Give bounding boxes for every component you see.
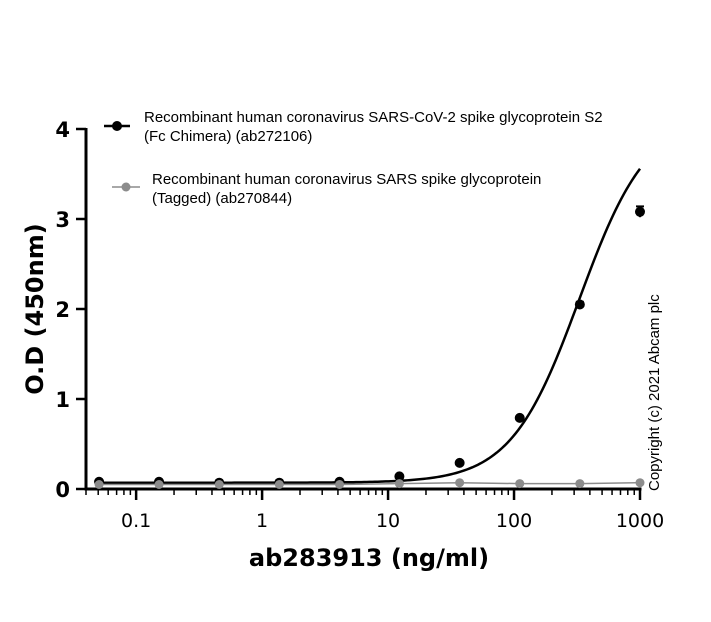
series-2-line (99, 481, 641, 486)
legend-label-line2: (Tagged) (ab270844) (152, 190, 292, 207)
legend-label: Recombinant human coronavirus SARS spike… (152, 171, 541, 188)
y-tick-label: 4 (55, 118, 70, 142)
series-1-line (99, 168, 642, 484)
data-point (454, 457, 465, 468)
data-point (515, 479, 525, 489)
y-tick-label: 1 (55, 388, 70, 412)
data-point (274, 480, 284, 489)
legend-marker (121, 182, 131, 192)
legend-label-line2: (Fc Chimera) (ab272106) (144, 128, 312, 145)
x-tick-label: 100 (496, 510, 532, 532)
data-point (394, 479, 404, 489)
x-tick-label: 10 (376, 510, 400, 532)
copyright-annotation: Copyright (c) 2021 Abcam plc (646, 294, 663, 491)
data-point (455, 478, 465, 488)
data-point (214, 480, 224, 489)
series-2 (94, 478, 645, 489)
data-point (335, 480, 345, 489)
x-tick-label: 1000 (616, 510, 664, 532)
legend-item-1: Recombinant human coronavirus SARS-CoV-2… (104, 109, 603, 145)
data-point (154, 480, 164, 489)
data-point (575, 479, 585, 489)
data-point (635, 478, 645, 488)
data-point (94, 480, 104, 489)
data-point (635, 206, 645, 217)
y-tick-label: 3 (55, 208, 70, 232)
x-tick-label: 1 (256, 510, 268, 532)
legend-marker (112, 121, 122, 131)
y-axis-title: O.D (450nm) (21, 223, 49, 394)
data-point (514, 412, 525, 423)
y-tick-label: 2 (55, 298, 70, 322)
x-axis-title: ab283913 (ng/ml) (249, 544, 489, 572)
legend-item-2: Recombinant human coronavirus SARS spike… (112, 171, 541, 207)
series-layer (94, 168, 645, 489)
x-tick-label: 0.1 (121, 510, 151, 532)
series-1 (94, 168, 645, 488)
legend: Recombinant human coronavirus SARS-CoV-2… (104, 109, 603, 207)
data-point (574, 299, 585, 310)
data-point (394, 471, 405, 482)
x-ticks: 0.1 1 10 100 1000 (85, 489, 664, 532)
legend-label: Recombinant human coronavirus SARS-CoV-2… (144, 109, 603, 126)
y-ticks: 0 1 2 3 4 (55, 118, 86, 502)
y-tick-label: 0 (55, 478, 70, 502)
